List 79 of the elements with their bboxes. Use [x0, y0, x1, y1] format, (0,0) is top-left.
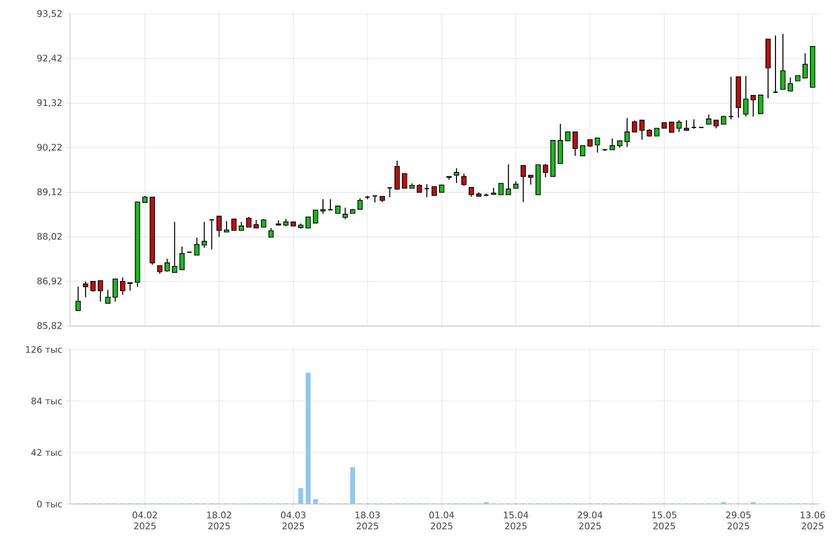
candlestick [208, 219, 215, 250]
y-tick-label: 92,42 [37, 54, 62, 62]
candlestick [194, 237, 200, 256]
x-tick-label: 01.04 2025 [429, 512, 454, 530]
candlestick [120, 276, 126, 296]
candlestick [216, 216, 222, 238]
candlestick [105, 289, 110, 304]
candlestick [402, 173, 408, 189]
x-tick-label: 18.02 2025 [207, 512, 232, 530]
candlestick [580, 145, 586, 156]
x-tick-label: 04.02 2025 [132, 512, 157, 530]
y-tick-label: 93,52 [37, 10, 62, 18]
candlestick [594, 137, 600, 154]
bar [298, 488, 304, 504]
bar [350, 467, 356, 504]
candlestick [454, 168, 460, 184]
bar [306, 372, 311, 504]
y-tick-label: 89,12 [37, 188, 62, 196]
candlestick [394, 160, 400, 190]
candlestick [202, 221, 207, 248]
candlestick [572, 131, 578, 156]
bar [313, 499, 318, 504]
candlestick [164, 258, 170, 272]
y-tick-label: 90,22 [37, 144, 62, 152]
candlestick [506, 164, 512, 196]
candlestick [328, 198, 334, 212]
candlestick [246, 216, 252, 228]
x-tick-label: 29.04 2025 [578, 512, 602, 530]
candlestick [498, 182, 504, 196]
candlestick [306, 216, 311, 228]
candlestick [624, 118, 630, 148]
y-tick-label: 126 тыс [26, 346, 62, 353]
y-tick-label: 86,92 [37, 278, 62, 286]
candlestick [461, 173, 467, 186]
x-tick-label: 15.04 2025 [504, 512, 528, 530]
x-tick-label: 29.05 2025 [726, 512, 750, 530]
candlestick [520, 165, 526, 203]
x-tick-label: 18.03 2025 [356, 512, 380, 530]
candlestick [743, 76, 748, 118]
x-tick-label: 04.03 2025 [281, 512, 306, 530]
candlestick [780, 33, 786, 90]
candlestick [312, 210, 318, 224]
candlestick [386, 187, 393, 198]
candlestick [76, 286, 81, 312]
candlestick [112, 278, 118, 302]
candlestick [90, 280, 96, 292]
candlestick [788, 77, 793, 92]
candlestick [268, 227, 274, 238]
candlestick [342, 207, 348, 220]
candlestick [669, 122, 674, 133]
candlestick [172, 221, 178, 274]
candlestick [610, 138, 615, 150]
candlestick [468, 186, 474, 198]
candlestick [706, 114, 712, 125]
candlestick [528, 174, 534, 186]
y-tick-label: 91,32 [37, 99, 62, 108]
candlestick [772, 34, 778, 94]
candlestick [231, 218, 237, 231]
x-tick-label: 13.06 2025 [800, 512, 825, 530]
candlestick [224, 220, 230, 232]
candlestick [98, 280, 104, 302]
candlestick [632, 120, 638, 132]
y-tick-label: 84 тыс [31, 398, 62, 404]
candlestick [179, 246, 185, 270]
candlestick [750, 94, 756, 118]
candlestick [758, 94, 764, 114]
y-tick-label: 0 тыс [37, 500, 62, 508]
candlestick [558, 123, 563, 164]
candlestick [357, 198, 363, 210]
candlestick [82, 280, 88, 298]
candlestick [542, 163, 548, 178]
candlestick [676, 120, 682, 132]
y-tick-label: 88,02 [37, 232, 62, 241]
candlestick [639, 120, 645, 140]
y-tick-label: 85,82 [37, 322, 62, 330]
y-tick-label: 42 тыс [31, 449, 62, 456]
candlestick [320, 198, 326, 214]
candlestick [802, 52, 808, 79]
x-tick-label: 15.05 2025 [652, 512, 676, 530]
